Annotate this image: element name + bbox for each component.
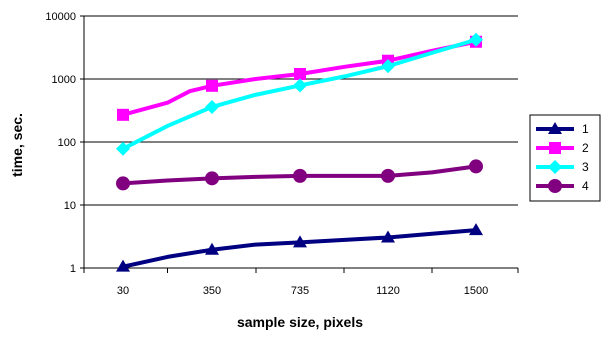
data-point-series-3	[381, 59, 395, 74]
x-tick-label: 735	[291, 285, 309, 297]
y-tick-label: 100	[58, 137, 76, 149]
y-tick-label: 1000	[52, 74, 76, 86]
x-tick-label: 350	[203, 285, 221, 297]
x-tick-label: 1500	[464, 285, 488, 297]
y-tick-label: 1	[70, 263, 76, 275]
data-point-series-1	[116, 259, 130, 272]
data-point-series-3	[469, 32, 483, 47]
series-line-2	[122, 39, 477, 117]
data-point-series-4	[381, 168, 395, 183]
x-tick-label: 30	[117, 285, 129, 297]
data-point-series-1	[381, 230, 395, 243]
data-point-series-1	[205, 242, 219, 255]
y-tick-label: 10	[64, 200, 76, 212]
legend-label: 1	[582, 122, 589, 136]
legend-label: 4	[582, 179, 589, 193]
data-point-series-1	[469, 223, 483, 236]
legend-marker	[548, 122, 562, 134]
data-point-series-4	[205, 171, 219, 186]
series-line-1	[122, 228, 477, 269]
x-tick-label: 1120	[376, 285, 400, 297]
y-tick-label: 10000	[45, 11, 76, 23]
x-axis-title: sample size, pixels	[237, 314, 363, 330]
data-point-series-3	[293, 78, 307, 93]
data-point-series-2	[206, 79, 218, 92]
data-point-series-3	[205, 99, 219, 114]
data-point-series-2	[117, 108, 129, 121]
legend-marker	[548, 160, 562, 174]
legend-label: 2	[582, 141, 589, 155]
legend-label: 3	[582, 160, 589, 174]
data-point-series-4	[293, 168, 307, 183]
legend-marker	[548, 179, 562, 193]
data-point-series-1	[293, 235, 307, 248]
data-point-series-4	[469, 159, 483, 174]
data-point-series-3	[116, 141, 130, 156]
series-line-3	[122, 37, 477, 151]
legend-marker	[549, 142, 561, 154]
data-point-series-4	[116, 176, 130, 191]
data-point-series-2	[294, 68, 306, 81]
y-axis-title: time, sec.	[9, 113, 25, 177]
